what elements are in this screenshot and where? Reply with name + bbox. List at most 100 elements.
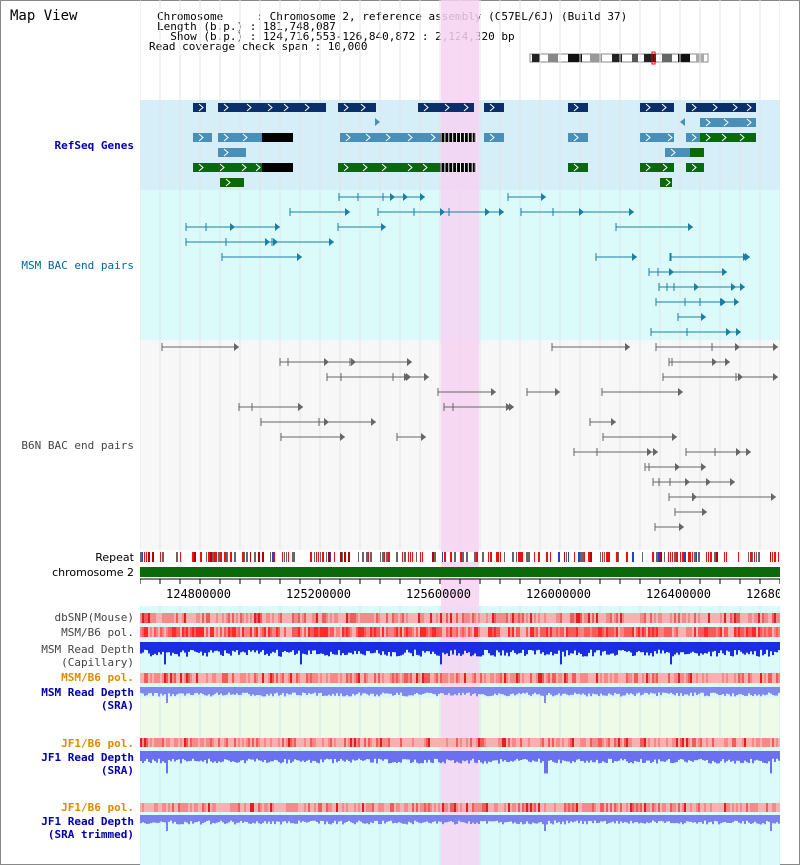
read-depth-bar <box>426 642 428 652</box>
read-depth-bar <box>154 815 156 823</box>
refseq-genes-label[interactable]: RefSeq Genes <box>55 139 134 152</box>
read-depth-bar <box>622 815 624 823</box>
pol-heat-cell <box>614 613 616 623</box>
read-depth-bar <box>698 751 700 760</box>
pol-heat-cell <box>258 738 260 747</box>
strand-arrow <box>407 163 413 172</box>
pol-heat-cell <box>546 803 548 812</box>
read-depth-bar <box>188 815 190 825</box>
pol-heat-cell <box>262 738 264 747</box>
repeat-element <box>192 552 194 562</box>
read-depth-bar <box>492 687 494 696</box>
pol-heat-cell <box>414 803 416 812</box>
pol-heat-cell <box>392 627 394 637</box>
read-depth-bar <box>672 642 674 657</box>
pol-heat-cell <box>192 738 194 747</box>
msm-bac-end-pairs-label[interactable]: MSM BAC end pairs <box>21 259 134 272</box>
read-depth-bar <box>660 751 662 762</box>
pol-heat-cell <box>672 673 674 683</box>
pol-heat-cell <box>302 613 304 623</box>
read-depth-bar <box>380 642 382 656</box>
pol-heat-cell <box>210 803 212 812</box>
selected-region-highlight <box>441 0 479 865</box>
pol-heat-cell <box>330 613 332 623</box>
read-depth-bar <box>514 751 516 761</box>
pol-heat-cell <box>166 803 168 812</box>
pol-heat-cell <box>376 627 378 637</box>
read-depth-bar <box>424 687 426 694</box>
pol-heat-cell <box>522 738 524 747</box>
read-depth-bar <box>420 687 422 695</box>
read-depth-bar <box>650 687 652 693</box>
pol-heat-cell <box>360 613 362 623</box>
read-depth-bar <box>200 687 202 693</box>
pol-heat-cell <box>572 613 574 623</box>
pol-heat-cell <box>232 673 234 683</box>
pol-heat-cell <box>622 738 624 747</box>
pol-heat-cell <box>684 673 686 683</box>
pol-heat-cell <box>664 738 666 747</box>
read-depth-bar <box>662 815 664 822</box>
read-depth-bar <box>230 642 232 656</box>
read-depth-bar <box>254 751 256 762</box>
pol-heat-cell <box>420 803 422 812</box>
pol-heat-cell <box>228 738 230 747</box>
genome-track-area[interactable]: 124800000 125200000 125600000 126000000 1264… <box>140 0 780 865</box>
refseq-gene-track[interactable] <box>193 103 756 187</box>
read-depth-bar <box>346 815 348 822</box>
pol-heat-cell <box>294 627 296 637</box>
pol-heat-cell <box>196 613 198 623</box>
pol-heat-cell <box>354 673 356 683</box>
pol-heat-cell <box>512 803 514 812</box>
pol-heat-cell <box>766 627 768 637</box>
pol-heat-cell <box>260 738 262 747</box>
pol-heat-cell <box>544 673 546 683</box>
read-depth-bar <box>414 642 416 650</box>
pol-heat-cell <box>558 803 560 812</box>
read-depth-bar <box>242 687 244 693</box>
pol-heat-cell <box>310 673 312 683</box>
repeat-element <box>288 552 289 562</box>
pol-heat-cell <box>674 803 676 812</box>
pol-heat-cell <box>174 613 176 623</box>
read-depth-bar <box>412 815 414 825</box>
read-depth-bar <box>400 815 402 823</box>
read-depth-bar <box>602 687 604 696</box>
pol-heat-cell <box>140 627 142 637</box>
read-depth-bar <box>702 642 704 655</box>
read-depth-bar <box>560 687 562 696</box>
msm-bac-track[interactable] <box>185 193 750 336</box>
pol-heat-cell <box>160 627 162 637</box>
pol-heat-cell <box>520 673 522 683</box>
pol-heat-cell <box>670 673 672 683</box>
b6n-bac-end-pairs-label[interactable]: B6N BAC end pairs <box>21 439 134 452</box>
highlight-region[interactable] <box>441 0 479 865</box>
pol-heat-cell <box>756 627 758 637</box>
pol-heat-cell <box>456 738 458 747</box>
b6n-bac-track[interactable] <box>161 343 778 531</box>
read-depth-bar <box>276 751 278 761</box>
b6n-bac-pair-arrow <box>653 448 658 456</box>
pol-heat-cell <box>424 613 426 623</box>
read-depth-bar <box>200 751 202 761</box>
read-depth-bar <box>502 751 504 762</box>
read-depth-bar <box>658 687 660 693</box>
pol-heat-cell <box>216 613 218 623</box>
pol-heat-cell <box>526 803 528 812</box>
pol-heat-cell <box>718 738 720 747</box>
pol-heat-cell <box>216 738 218 747</box>
pol-heat-cell <box>148 627 150 637</box>
pol-heat-cell <box>658 803 660 812</box>
read-depth-bar <box>600 642 602 656</box>
pol-heat-cell <box>270 738 272 747</box>
pol-heat-cell <box>446 673 448 683</box>
pol-heat-cell <box>652 627 654 637</box>
pol-heat-cell <box>606 627 608 637</box>
read-depth-bar <box>170 815 172 821</box>
read-depth-bar <box>672 815 674 824</box>
read-depth-bar <box>550 751 552 760</box>
pol-heat-cell <box>684 738 686 747</box>
pol-heat-cell <box>748 627 750 637</box>
read-depth-bar <box>346 642 348 655</box>
position-axis: 124800000 125200000 125600000 126000000 1264… <box>140 578 780 601</box>
